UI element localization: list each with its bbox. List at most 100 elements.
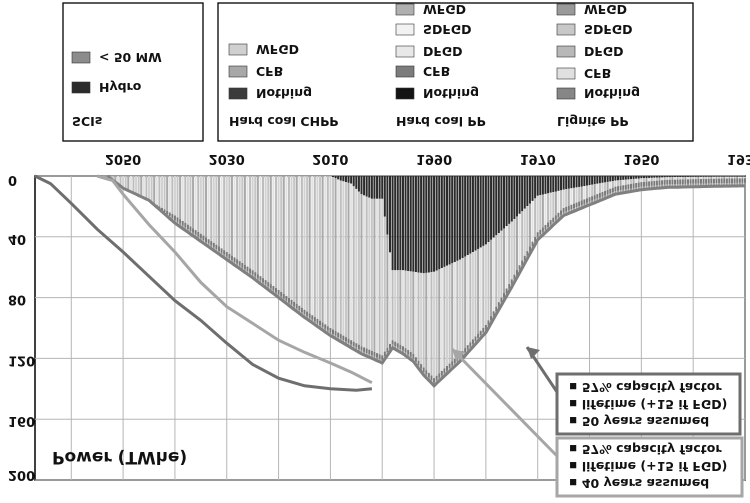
bar-segment: [339, 176, 342, 181]
bar-segment: [127, 176, 130, 191]
bar-segment: [230, 176, 233, 256]
bar-segment: [186, 224, 189, 230]
bar-segment: [733, 178, 736, 183]
bar-segment: [686, 176, 690, 177]
bar-segment: [666, 179, 669, 185]
bar-segment: [311, 315, 314, 320]
bar-segment: [694, 179, 697, 184]
bar-segment: [132, 176, 135, 194]
bar-segment: [334, 178, 337, 332]
bar-segment: [295, 176, 298, 304]
legend-swatch: [556, 67, 576, 80]
annotation-line: ▪ 57% capacity factor: [569, 380, 722, 395]
bar-segment: [583, 186, 586, 200]
bar-segment: [251, 176, 254, 271]
bar-segment: [344, 182, 347, 338]
bar-segment: [554, 176, 557, 192]
bar-segment: [420, 364, 423, 369]
bar-segment: [681, 176, 684, 178]
bar-segment: [622, 185, 625, 190]
bar-segment: [376, 353, 379, 358]
bar-segment: [684, 183, 687, 187]
total-envelope-line: [106, 174, 745, 388]
bar-segment: [155, 176, 158, 205]
bar-segment: [173, 176, 176, 216]
bar-segment: [373, 198, 376, 352]
bar-segment: [308, 313, 311, 318]
bar-segment: [420, 272, 423, 365]
bar-segment: [435, 176, 438, 271]
bar-segment: [585, 176, 588, 186]
bar-segment: [534, 198, 537, 237]
bar-segment: [274, 176, 277, 289]
bar-segment: [528, 176, 531, 204]
bar-segment: [148, 176, 151, 201]
legend-swatch: [228, 87, 248, 100]
bar-segment: [293, 301, 296, 307]
bar-segment: [601, 191, 604, 197]
bar-segment: [580, 200, 583, 206]
bar-segment: [570, 188, 573, 205]
bar-segment: [357, 344, 360, 350]
bar-segment: [733, 176, 736, 179]
bar-segment: [521, 260, 524, 266]
bar-segment: [479, 330, 482, 336]
bar-segment: [588, 185, 591, 198]
bar-segment: [702, 176, 705, 177]
bar-segment: [632, 183, 635, 189]
bar-segment: [505, 288, 508, 294]
bar-segment: [173, 215, 176, 221]
bar-segment: [674, 176, 677, 178]
bar-segment: [461, 176, 464, 259]
bar-segment: [313, 176, 316, 318]
bar-segment: [464, 348, 467, 353]
annotation-line: ▪ lifetime (+15 if FGD): [569, 459, 727, 474]
bar-segment: [495, 306, 498, 312]
bar-segment: [272, 176, 275, 287]
bar-segment: [404, 348, 407, 353]
bar-segment: [521, 211, 524, 261]
bar-segment: [482, 327, 485, 333]
bar-segment: [614, 186, 617, 192]
bar-segment: [417, 176, 420, 273]
legend-item-label: Nothing: [423, 86, 479, 101]
bar-segment: [661, 176, 664, 178]
bar-segment: [350, 176, 353, 184]
bar-segment: [495, 235, 498, 307]
bar-segment: [453, 358, 456, 364]
bar-segment: [658, 177, 661, 181]
y-tick-label: 0: [8, 172, 17, 187]
legend-item-label: SDFGD: [423, 22, 472, 37]
bar-segment: [246, 176, 249, 267]
bar-segment: [622, 189, 625, 193]
x-tick-label: 2050: [105, 151, 141, 166]
bar-segment: [179, 219, 182, 224]
bar-segment: [710, 183, 713, 187]
bar-segment: [699, 183, 702, 187]
bar-segment: [676, 177, 679, 180]
bar-segment: [490, 315, 493, 321]
bar-segment: [290, 176, 293, 300]
bar-segment: [205, 237, 208, 242]
bar-segment: [438, 269, 441, 374]
bar-segment: [435, 270, 438, 376]
line-50-years: [34, 174, 373, 392]
bar-segment: [381, 198, 384, 356]
bar-segment: [399, 344, 402, 350]
legend-item-label: Nothing: [256, 86, 312, 101]
bar-segment: [733, 176, 736, 177]
bar-segment: [464, 176, 467, 257]
bar-segment: [300, 307, 303, 313]
bar-segment: [280, 291, 283, 297]
bar-segment: [500, 297, 503, 303]
bar-segment: [560, 176, 563, 191]
bar-segment: [365, 176, 368, 197]
bar-segment: [388, 343, 392, 349]
legend-group-title: Lignite PP: [557, 114, 629, 129]
bar-segment: [233, 257, 236, 263]
bar-segment: [567, 205, 570, 211]
bar-segment: [585, 198, 588, 203]
bar-segment: [329, 328, 332, 333]
bar-segment: [536, 232, 539, 237]
bar-segment: [272, 286, 275, 291]
